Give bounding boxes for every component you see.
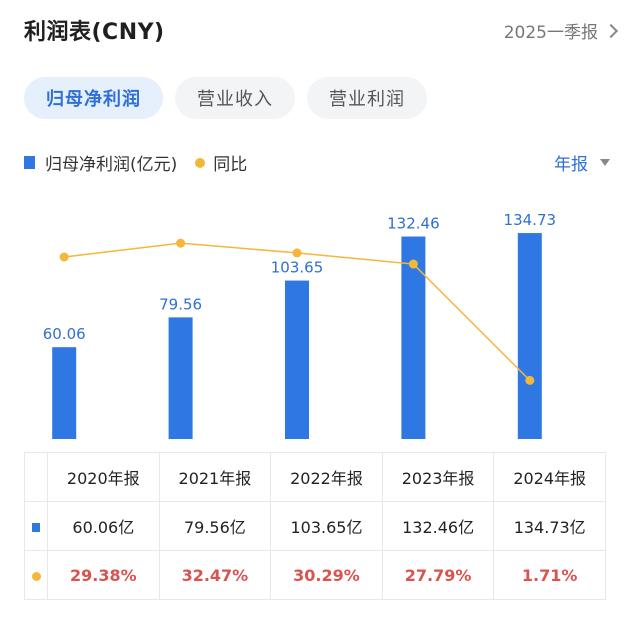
table-cell: 60.06亿: [47, 501, 160, 551]
period-selector[interactable]: 2025一季报: [503, 18, 619, 43]
yoy-point-4: [525, 375, 535, 385]
bar-legend-label: 归母净利润(亿元): [45, 155, 178, 175]
table-header-cell: 2022年报: [270, 452, 383, 502]
table-header-cell: 2023年报: [381, 452, 495, 502]
dropdown-triangle-icon: [600, 159, 610, 166]
header: 利润表(CNY) 2025一季报: [0, 0, 640, 60]
bar-legend-marker: [24, 156, 35, 169]
yoy-point-2: [292, 248, 302, 258]
bar-value-label: 60.06: [43, 325, 86, 343]
bar-value-label: 134.73: [504, 211, 557, 229]
table-cell: 27.79%: [381, 550, 495, 600]
table-cell: 30.29%: [270, 550, 383, 600]
table-cell: 29.38%: [47, 550, 160, 600]
frequency-label: 年报: [554, 155, 588, 175]
table-cell: 32.47%: [158, 550, 272, 600]
tab-revenue[interactable]: 营业收入: [175, 77, 295, 119]
line-legend-label: 同比: [213, 155, 248, 175]
bar-2: [285, 280, 309, 439]
data-table: 2020年报 2021年报 2022年报 2023年报 2024年报 60.06…: [24, 452, 606, 600]
line-series-marker: [31, 571, 41, 581]
table-cell: 134.73亿: [493, 501, 606, 551]
profit-chart: 60.06 79.56 103.65 132.46 134.73: [43, 211, 557, 439]
bar-4: [517, 233, 542, 439]
bar-3: [401, 236, 426, 439]
table-cell: 79.56亿: [158, 501, 272, 551]
frequency-dropdown[interactable]: 年报: [554, 150, 610, 175]
period-label: 2025一季报: [503, 23, 598, 43]
yoy-point-3: [408, 259, 418, 269]
page-title: 利润表(CNY): [24, 20, 165, 45]
chart-legend: 归母净利润(亿元) 同比: [24, 150, 247, 175]
metric-tabs: 归母净利润 营业收入 营业利润: [24, 77, 427, 119]
table-cell: 103.65亿: [270, 501, 383, 551]
table-cell: 1.71%: [493, 550, 606, 600]
table-row-profit: 60.06亿 79.56亿 103.65亿 132.46亿 134.73亿: [24, 501, 606, 551]
yoy-point-1: [176, 238, 186, 248]
table-row-yoy: 29.38% 32.47% 30.29% 27.79% 1.71%: [24, 550, 606, 600]
bar-0: [52, 347, 77, 439]
bar-series-marker: [32, 522, 40, 532]
bar-value-label: 79.56: [159, 295, 202, 313]
tab-net-profit[interactable]: 归母净利润: [24, 77, 163, 119]
bar-1: [168, 317, 193, 439]
line-legend-marker: [195, 157, 206, 168]
table-header-cell: 2020年报: [47, 452, 160, 502]
tab-operating-profit[interactable]: 营业利润: [307, 77, 427, 119]
table-header-cell: 2024年报: [493, 452, 606, 502]
chevron-right-icon: [603, 23, 619, 38]
yoy-point-0: [59, 252, 69, 262]
table-header-row: 2020年报 2021年报 2022年报 2023年报 2024年报: [24, 452, 606, 502]
table-cell: 132.46亿: [381, 501, 495, 551]
bar-value-label: 103.65: [271, 259, 324, 277]
bar-value-label: 132.46: [387, 215, 440, 233]
table-header-cell: 2021年报: [158, 452, 272, 502]
